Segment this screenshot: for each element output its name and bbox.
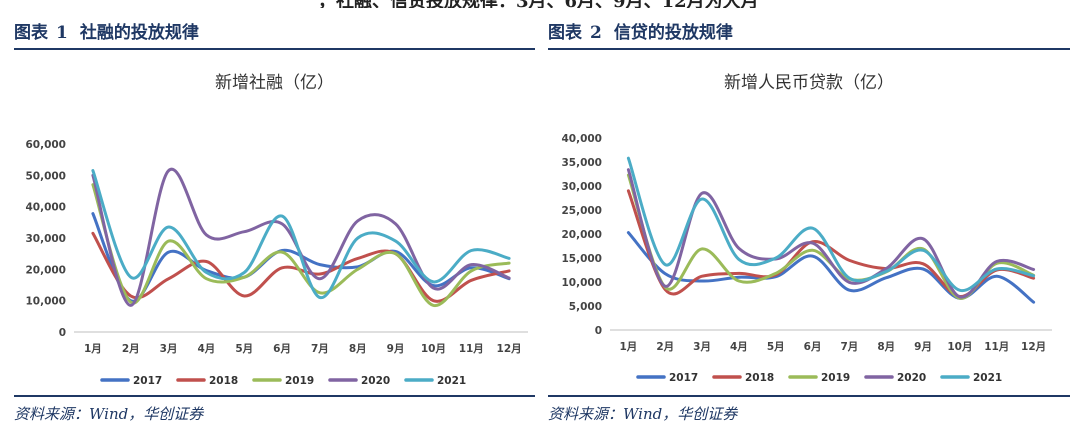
y-tick-label: 30,000 <box>25 233 66 245</box>
x-tick-label: 4月 <box>730 341 748 353</box>
x-tick-label: 10月 <box>421 343 446 355</box>
legend-label: 2020 <box>361 375 390 387</box>
series-line-2020 <box>91 167 511 307</box>
y-tick-label: 60,000 <box>25 139 66 151</box>
x-tick-label: 12月 <box>1021 341 1046 353</box>
y-tick-label: 50,000 <box>25 170 66 182</box>
source-divider <box>14 395 535 397</box>
legend-label: 2021 <box>973 372 1002 384</box>
x-tick-label: 11月 <box>459 343 484 355</box>
y-tick-label: 20,000 <box>561 229 602 241</box>
series-line-2019 <box>91 183 511 307</box>
x-tick-label: 1月 <box>84 343 102 355</box>
x-tick-label: 8月 <box>877 341 895 353</box>
x-tick-label: 7月 <box>311 343 329 355</box>
heading-title: 信贷的投放规律 <box>613 23 733 43</box>
panel-social-financing: 图表 1 社融的投放规律 新增社融（亿） 0 10,000 20,000 30,000 40,… <box>14 18 535 427</box>
y-tick-label: 40,000 <box>561 133 602 145</box>
x-tick-label: 3月 <box>160 343 178 355</box>
series-line-2021 <box>626 156 1036 292</box>
x-tick-label: 3月 <box>693 341 711 353</box>
legend-label: 2020 <box>897 372 926 384</box>
heading-number: 2 <box>590 23 602 43</box>
legend-item-2018: 2018 <box>176 375 238 387</box>
panel-heading: 图表 2 信贷的投放规律 <box>548 18 1070 50</box>
source-divider <box>548 395 1070 397</box>
panel-heading: 图表 1 社融的投放规律 <box>14 18 535 50</box>
heading-number: 1 <box>56 23 68 43</box>
legend-label: 2021 <box>437 375 466 387</box>
x-tick-label: 5月 <box>235 343 253 355</box>
heading-prefix: 图表 <box>548 23 582 43</box>
x-tick-label: 4月 <box>198 343 216 355</box>
legend-label: 2017 <box>669 372 698 384</box>
heading-title: 社融的投放规律 <box>79 23 199 43</box>
legend-label: 2019 <box>821 372 850 384</box>
line-chart-rmb-loans: 新增人民币贷款（亿） 0 5,000 10,000 15,000 20,000 25,000… <box>561 73 1052 384</box>
source-note: 资料来源：Wind，华创证券 <box>548 405 738 423</box>
x-tick-label: 7月 <box>841 341 859 353</box>
y-tick-label: 0 <box>595 325 602 337</box>
x-tick-label: 2月 <box>656 341 674 353</box>
legend-item-2019: 2019 <box>788 372 850 384</box>
chart-container: 新增社融（亿） 0 10,000 20,000 30,000 40,000 50,000 60… <box>14 50 535 395</box>
x-tick-label: 5月 <box>767 341 785 353</box>
legend-label: 2018 <box>209 375 238 387</box>
x-tick-label: 6月 <box>273 343 291 355</box>
legend-item-2017: 2017 <box>636 372 698 384</box>
legend-label: 2018 <box>745 372 774 384</box>
y-tick-label: 10,000 <box>561 277 602 289</box>
x-tick-label: 9月 <box>914 341 932 353</box>
series-line-2017 <box>91 212 511 303</box>
x-tick-label: 12月 <box>497 343 522 355</box>
y-tick-label: 25,000 <box>561 205 602 217</box>
clipped-top-heading: ，社融、信贷投放规律：3月、6月、9月、12月为大月 <box>0 0 1080 8</box>
x-tick-label: 9月 <box>387 343 405 355</box>
legend-item-2017: 2017 <box>100 375 162 387</box>
heading-prefix: 图表 <box>14 23 48 43</box>
chart-container: 新增人民币贷款（亿） 0 5,000 10,000 15,000 20,000 25,000… <box>548 50 1070 395</box>
y-tick-label: 15,000 <box>561 253 602 265</box>
panel-rmb-loans: 图表 2 信贷的投放规律 新增人民币贷款（亿） 0 5,000 10,000 15,000 2… <box>548 18 1070 427</box>
x-tick-label: 6月 <box>804 341 822 353</box>
x-tick-label: 11月 <box>984 341 1009 353</box>
x-tick-label: 1月 <box>620 341 638 353</box>
line-chart-social-financing: 新增社融（亿） 0 10,000 20,000 30,000 40,000 50,000 60… <box>25 73 528 387</box>
legend-item-2019: 2019 <box>252 375 314 387</box>
chart-title: 新增人民币贷款（亿） <box>724 73 894 93</box>
source-note: 资料来源：Wind，华创证券 <box>14 405 204 423</box>
y-tick-label: 30,000 <box>561 181 602 193</box>
chart-title: 新增社融（亿） <box>215 73 334 93</box>
x-tick-label: 2月 <box>122 343 140 355</box>
x-tick-label: 8月 <box>349 343 367 355</box>
series-line-2020 <box>626 168 1036 299</box>
y-tick-label: 5,000 <box>569 301 602 313</box>
y-tick-label: 0 <box>59 327 66 339</box>
legend-item-2021: 2021 <box>404 375 466 387</box>
legend-item-2020: 2020 <box>864 372 926 384</box>
top-heading-text: ，社融、信贷投放规律：3月、6月、9月、12月为大月 <box>318 0 759 8</box>
legend-item-2018: 2018 <box>712 372 774 384</box>
legend-label: 2019 <box>285 375 314 387</box>
x-tick-label: 10月 <box>947 341 972 353</box>
y-tick-label: 10,000 <box>25 296 66 308</box>
legend-item-2020: 2020 <box>328 375 390 387</box>
y-tick-label: 20,000 <box>25 264 66 276</box>
legend-item-2021: 2021 <box>940 372 1002 384</box>
legend-label: 2017 <box>133 375 162 387</box>
y-tick-label: 40,000 <box>25 202 66 214</box>
y-tick-label: 35,000 <box>561 157 602 169</box>
series-line-2021 <box>91 169 511 299</box>
